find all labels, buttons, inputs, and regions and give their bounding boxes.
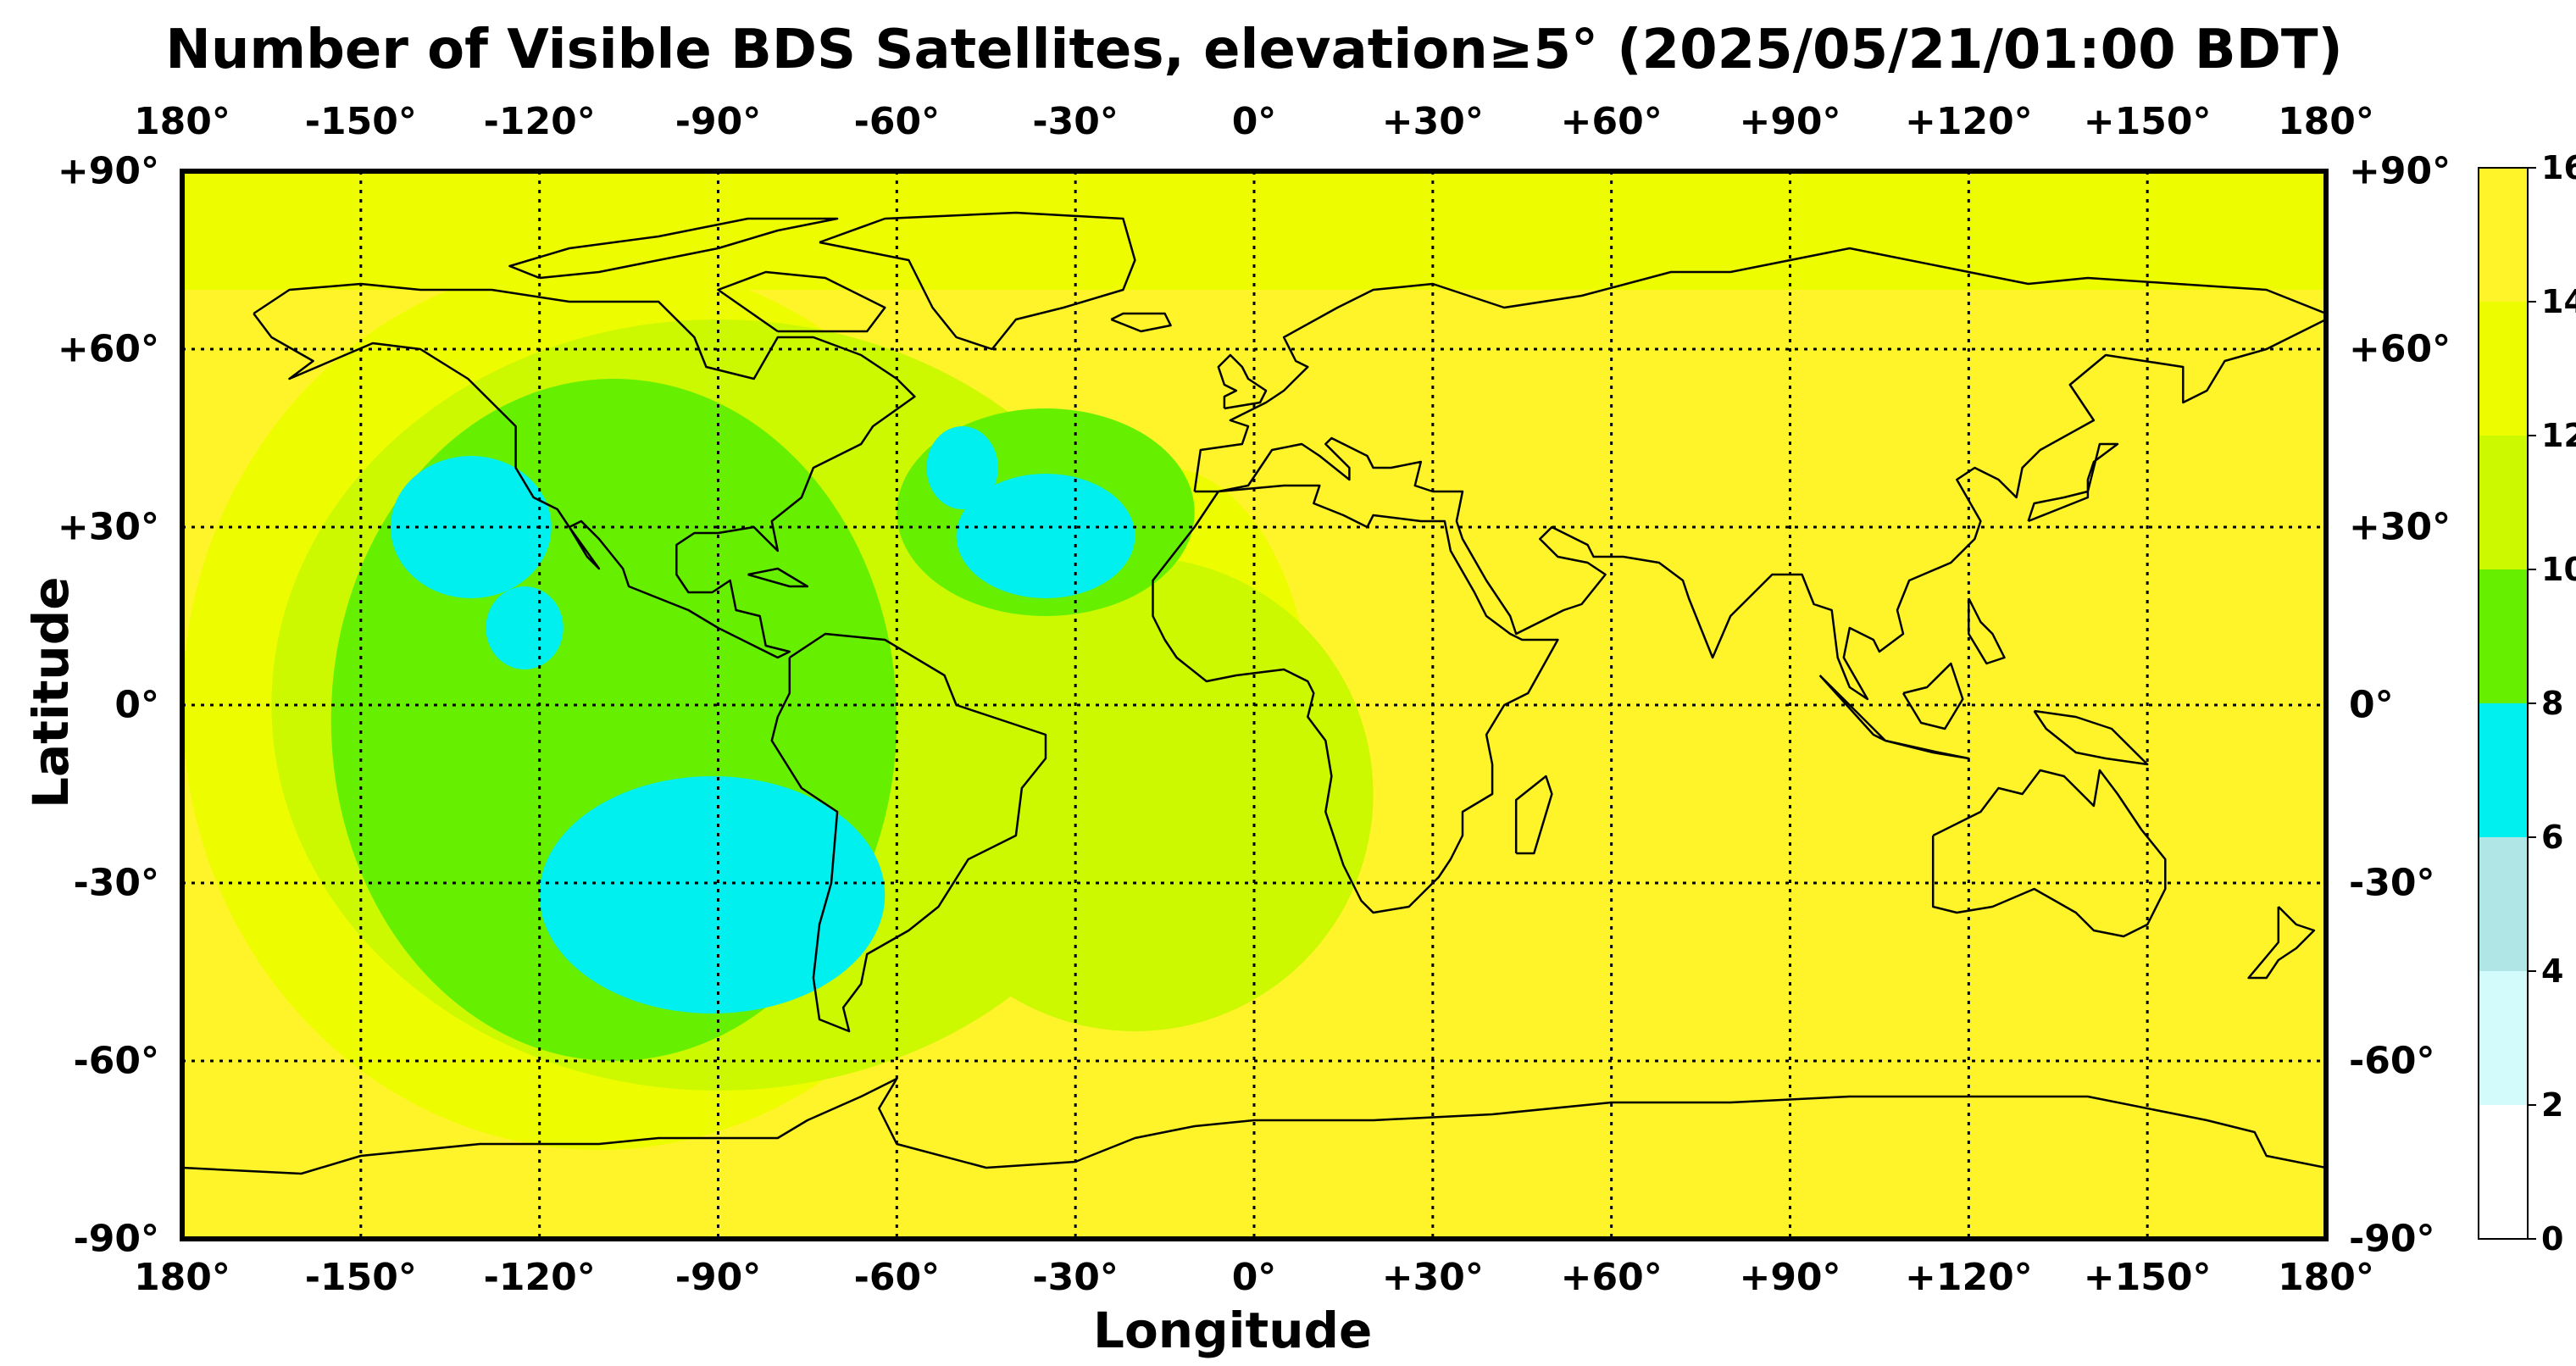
coast-new-guinea xyxy=(2033,709,2149,766)
coast-madagascar xyxy=(1514,775,1553,855)
coast-australia xyxy=(1931,769,2167,938)
colorbar-tick-label: 10 xyxy=(2541,551,2576,588)
y-tick-label-right: +30° xyxy=(2349,505,2451,549)
x-tick-label-top: +120° xyxy=(1904,100,2033,143)
colorbar-tick-label: 2 xyxy=(2541,1086,2564,1124)
heatmap-region-11 xyxy=(539,776,886,1013)
y-tick-label-right: 0° xyxy=(2349,683,2394,727)
x-tick-label-bottom: +90° xyxy=(1739,1256,1841,1299)
coast-north-america xyxy=(253,282,916,659)
y-tick-label-left: +90° xyxy=(57,149,159,193)
x-tick-label-top: +150° xyxy=(2083,100,2212,143)
colorbar-tick-label: 4 xyxy=(2541,952,2564,990)
y-tick-label-left: -30° xyxy=(73,861,160,905)
heatmap-region-10 xyxy=(926,426,998,509)
coast-antarctica xyxy=(182,1077,2326,1175)
colorbar-bin-7 xyxy=(2479,168,2528,302)
y-tick-label-left: -90° xyxy=(73,1217,160,1261)
heatmap-region-7 xyxy=(390,456,552,598)
colorbar-tick-label: 14 xyxy=(2541,283,2576,320)
x-axis-label: Longitude xyxy=(1093,1302,1373,1359)
x-tick-label-top: +60° xyxy=(1560,100,1663,143)
y-axis-label: Latitude xyxy=(22,576,80,808)
x-tick-label-top: 0° xyxy=(1231,100,1277,143)
coast-japan xyxy=(2027,442,2119,523)
x-tick-label-top: -120° xyxy=(483,100,596,143)
coast-canada-islands xyxy=(508,217,839,280)
heatmap-region-9 xyxy=(956,474,1135,598)
y-tick-label-right: +60° xyxy=(2349,327,2451,371)
colorbar-tick-label: 6 xyxy=(2541,819,2564,856)
colorbar-bin-0 xyxy=(2479,1105,2528,1239)
y-tick-label-right: -90° xyxy=(2349,1217,2435,1261)
coast-iceland xyxy=(1110,312,1172,333)
coast-uk xyxy=(1217,353,1268,410)
colorbar-tick-label: 16 xyxy=(2541,149,2576,186)
x-tick-label-bottom: -150° xyxy=(304,1256,417,1299)
y-tick-label-left: +30° xyxy=(57,505,159,549)
colorbar-tick-label: 12 xyxy=(2541,417,2576,454)
coast-cuba xyxy=(747,567,809,588)
coast-eurasia xyxy=(1193,247,2326,701)
coast-borneo xyxy=(1901,662,1964,730)
y-tick-label-left: 0° xyxy=(114,683,159,727)
heatmap-region-8 xyxy=(486,586,564,669)
coast-indonesia xyxy=(1818,675,1970,760)
coast-south-america xyxy=(770,632,1047,1033)
coast-africa xyxy=(1152,484,1559,914)
x-tick-label-bottom: 180° xyxy=(134,1256,230,1299)
x-tick-label-bottom: +150° xyxy=(2083,1256,2212,1299)
x-tick-label-bottom: -30° xyxy=(1032,1256,1119,1299)
x-tick-label-top: 180° xyxy=(134,100,230,143)
y-tick-label-left: -60° xyxy=(73,1039,160,1083)
x-tick-label-top: -150° xyxy=(304,100,417,143)
x-tick-label-top: -90° xyxy=(675,100,762,143)
x-tick-label-bottom: -60° xyxy=(853,1256,941,1299)
x-tick-label-top: +90° xyxy=(1739,100,1841,143)
colorbar-bin-3 xyxy=(2479,703,2528,837)
x-tick-label-bottom: -90° xyxy=(675,1256,762,1299)
x-tick-label-bottom: +30° xyxy=(1381,1256,1484,1299)
heatmap-region-4 xyxy=(897,557,1374,1031)
coast-baffin xyxy=(717,270,886,333)
x-tick-label-bottom: 180° xyxy=(2278,1256,2374,1299)
colorbar-tick-label: 0 xyxy=(2541,1220,2564,1258)
colorbar-bin-2 xyxy=(2479,837,2528,971)
colorbar-bin-6 xyxy=(2479,302,2528,436)
colorbar-bin-5 xyxy=(2479,436,2528,569)
coast-greenland xyxy=(819,211,1136,351)
x-tick-label-bottom: -120° xyxy=(483,1256,596,1299)
coast-philippines xyxy=(1968,597,2006,665)
colorbar-tick-label: 8 xyxy=(2541,685,2564,722)
y-tick-label-right: -30° xyxy=(2349,861,2435,905)
x-tick-label-bottom: +60° xyxy=(1560,1256,1663,1299)
x-tick-label-top: 180° xyxy=(2278,100,2374,143)
colorbar-bin-1 xyxy=(2479,971,2528,1105)
y-tick-label-right: -60° xyxy=(2349,1039,2435,1083)
map-frame xyxy=(180,169,2329,1241)
coast-new-zealand xyxy=(2247,906,2316,980)
y-tick-label-left: +60° xyxy=(57,327,159,371)
x-tick-label-top: -30° xyxy=(1032,100,1119,143)
x-tick-label-top: -60° xyxy=(853,100,941,143)
x-tick-label-bottom: 0° xyxy=(1231,1256,1277,1299)
y-tick-label-right: +90° xyxy=(2349,149,2451,193)
colorbar-bin-4 xyxy=(2479,569,2528,703)
chart-title: Number of Visible BDS Satellites, elevat… xyxy=(165,19,2343,81)
x-tick-label-top: +30° xyxy=(1381,100,1484,143)
x-tick-label-bottom: +120° xyxy=(1904,1256,2033,1299)
